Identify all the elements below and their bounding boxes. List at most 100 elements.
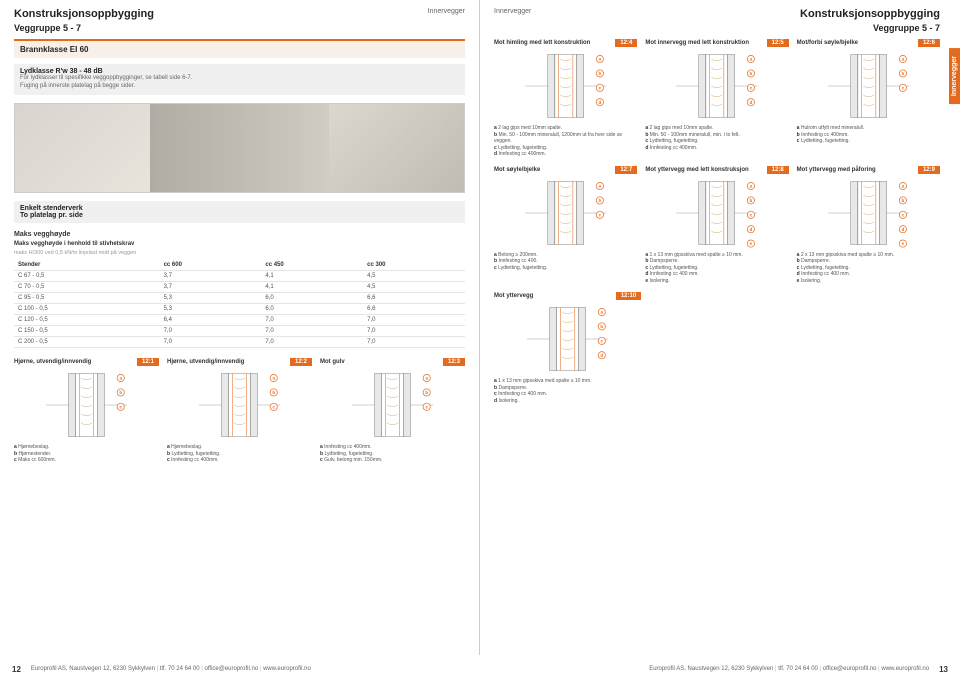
page-title-r: Konstruksjonsoppbygging <box>800 8 940 20</box>
detail-block: Hjørne, utvendig/innvendig 12:1 abc a Hjø… <box>14 358 159 464</box>
detail-title: Mot himling med lett konstruktion <box>494 40 590 46</box>
table-row: C 70 - 0,53,74,14,5 <box>14 282 465 293</box>
section-label: Innervegger <box>428 8 465 15</box>
detail-block: Hjørne, utvendig/innvendig12:2 abc a Hjø… <box>167 358 312 464</box>
table-col: cc 450 <box>261 260 363 271</box>
svg-text:d: d <box>750 226 753 231</box>
construction-box: Enkelt stenderverk To platelag pr. side <box>14 201 465 223</box>
detail-diagram: abcde <box>797 177 940 249</box>
wall-photo <box>14 103 465 193</box>
svg-text:b: b <box>272 390 275 395</box>
detail-diagram: abcd <box>494 303 641 375</box>
detail-block: Mot søyle/bjelke 12:7 abc a Betong ≥ 200m… <box>494 166 637 285</box>
side-tab: Innervegger <box>949 48 960 104</box>
detail-title: Mot gulv <box>320 359 345 365</box>
detail-legend: a Innfesting cc 400mm.b Lydtetting, fuge… <box>320 444 465 464</box>
page-title: Konstruksjonsoppbygging <box>14 8 154 20</box>
detail-block: Mot yttervegg med lett konstruksjon12:8 … <box>645 166 788 285</box>
detail-legend: a 2 lag gips med 10mm spalte.b Min. 50 -… <box>645 125 788 151</box>
svg-text:b: b <box>119 390 122 395</box>
detail-code-badge: 12:3 <box>443 358 465 366</box>
detail-block: Mot innervegg med lett konstruktion12:5 … <box>645 39 788 158</box>
table-row: C 95 - 0,55,36,06,6 <box>14 293 465 304</box>
detail-title: Mot søyle/bjelke <box>494 167 540 173</box>
detail-legend: a 2 x 13 mm gipsskiva med spalte ≥ 10 mm… <box>797 252 940 285</box>
detail-legend: a Hulrom utfylt med mineralull.b Innfest… <box>797 125 940 145</box>
height-table: Stendercc 600cc 450cc 300 C 67 - 0,53,74… <box>14 260 465 348</box>
detail-block: Mot yttervegg 12:10 abcd a 1 x 13 mm gips… <box>494 292 641 404</box>
detail-code-badge: 12:2 <box>290 358 312 366</box>
fire-class-box: Brannklasse EI 60 <box>14 39 465 58</box>
detail-code-badge: 12:1 <box>137 358 159 366</box>
group-title-r: Veggruppe 5 - 7 <box>800 23 940 33</box>
detail-diagram: abcd <box>494 50 637 122</box>
sound-note1: For lydklasser til spesifikke veggoppbyg… <box>20 75 459 83</box>
table-row: C 200 - 0,57,07,07,0 <box>14 337 465 348</box>
sound-class-box: Lydklasse R'w 38 - 48 dB For lydklasser … <box>14 64 465 95</box>
detail-title: Hjørne, utvendig/innvendig <box>14 359 91 365</box>
detail-legend: a Hjørnebeslag.b Hjørnestender.c Maks cc… <box>14 444 159 464</box>
footer: 12 Europrofil AS, Naustvegen 12, 6230 Sy… <box>0 655 960 683</box>
detail-legend: a 2 lag gips med 10mm spalte.b Min. 50 -… <box>494 125 637 158</box>
svg-text:b: b <box>750 71 753 76</box>
detail-code-badge: 12:7 <box>615 166 637 174</box>
detail-diagram: abc <box>167 369 312 441</box>
page-num-left: 12 <box>12 665 21 674</box>
detail-code-badge: 12:6 <box>918 39 940 47</box>
detail-block: Mot yttervegg med påforing 12:9 abcde a 2… <box>797 166 940 285</box>
table-row: C 100 - 0,55,36,06,6 <box>14 304 465 315</box>
detail-block: Mot gulv 12:3 abc a Innfesting cc 400mm.b… <box>320 358 465 464</box>
tbl-sub: maks H/300 ved 0,5 kN/m linjelast midt p… <box>14 250 465 257</box>
section-label-r: Innervegger <box>494 8 531 15</box>
table-row: C 150 - 0,57,07,07,0 <box>14 326 465 337</box>
svg-text:b: b <box>901 71 904 76</box>
detail-code-badge: 12:9 <box>918 166 940 174</box>
svg-text:b: b <box>425 390 428 395</box>
table-col: cc 600 <box>160 260 262 271</box>
svg-text:d: d <box>901 226 904 231</box>
detail-title: Hjørne, utvendig/innvendig <box>167 359 244 365</box>
detail-diagram: abc <box>14 369 159 441</box>
sound-title: Lydklasse R'w 38 - 48 dB <box>20 68 459 75</box>
detail-title: Mot yttervegg <box>494 293 533 299</box>
const-title: Enkelt stenderverk <box>20 205 459 212</box>
table-row: C 67 - 0,53,74,14,5 <box>14 271 465 282</box>
right-page: Innervegger Konstruksjonsoppbygging Vegg… <box>480 0 960 655</box>
sound-note2: Fuging på innerste platelag på begge sid… <box>20 83 459 91</box>
height-title: Maks vegghøyde <box>14 231 465 238</box>
detail-diagram: abc <box>494 177 637 249</box>
svg-text:b: b <box>901 198 904 203</box>
const-sub: To platelag pr. side <box>20 212 459 219</box>
tbl-caption: Maks vegghøyde i henhold til stivhetskra… <box>14 241 465 247</box>
svg-text:d: d <box>750 100 753 105</box>
detail-code-badge: 12:5 <box>767 39 789 47</box>
detail-block: Mot himling med lett konstruktion 12:4 ab… <box>494 39 637 158</box>
detail-title: Mot/forbi søyle/bjelke <box>797 40 858 46</box>
page-num-right: 13 <box>939 665 948 674</box>
detail-legend: a 1 x 13 mm gipsskiva med spalte ≥ 10 mm… <box>645 252 788 285</box>
group-title: Veggruppe 5 - 7 <box>14 23 154 33</box>
detail-title: Mot yttervegg med påforing <box>797 167 876 173</box>
table-col: cc 300 <box>363 260 465 271</box>
svg-text:b: b <box>598 71 601 76</box>
svg-text:d: d <box>600 353 603 358</box>
detail-code-badge: 12:8 <box>767 166 789 174</box>
svg-text:b: b <box>600 324 603 329</box>
detail-legend: a Betong ≥ 200mm.b Innfesting cc 400.c L… <box>494 252 637 272</box>
detail-diagram: abc <box>797 50 940 122</box>
detail-diagram: abcd <box>645 50 788 122</box>
table-col: Stender <box>14 260 160 271</box>
detail-diagram: abc <box>320 369 465 441</box>
detail-legend: a 1 x 13 mm gipsskiva med spalte ≥ 10 mm… <box>494 378 641 404</box>
detail-code-badge: 12:10 <box>616 292 641 300</box>
table-row: C 120 - 0,56,47,07,0 <box>14 315 465 326</box>
left-page: Konstruksjonsoppbygging Veggruppe 5 - 7 … <box>0 0 480 655</box>
detail-title: Mot innervegg med lett konstruktion <box>645 40 749 46</box>
svg-text:b: b <box>598 198 601 203</box>
svg-text:d: d <box>598 100 601 105</box>
detail-title: Mot yttervegg med lett konstruksjon <box>645 167 748 173</box>
svg-text:b: b <box>750 198 753 203</box>
header-right: Innervegger Konstruksjonsoppbygging Vegg… <box>494 8 940 39</box>
detail-code-badge: 12:4 <box>615 39 637 47</box>
detail-diagram: abcde <box>645 177 788 249</box>
